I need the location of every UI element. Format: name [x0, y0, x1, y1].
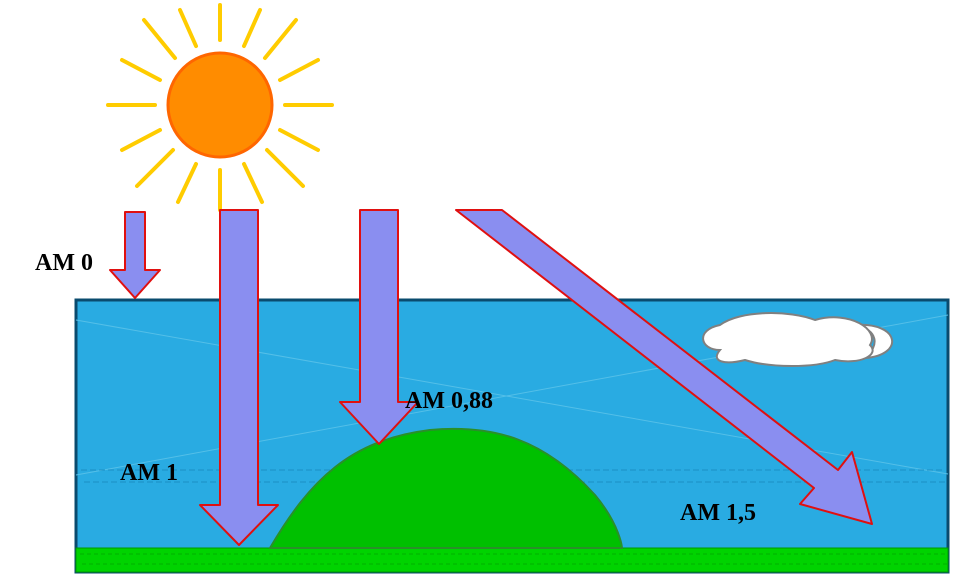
arrow-am0: [110, 212, 160, 298]
sun-ray: [244, 164, 262, 202]
label-am088: AM 0,88: [405, 388, 493, 415]
label-am15: AM 1,5: [680, 500, 756, 527]
sun-ray: [122, 130, 160, 150]
sun-icon: [168, 53, 272, 157]
sun-ray: [265, 20, 296, 58]
sun-ray: [144, 20, 175, 58]
sun-ray: [280, 130, 318, 150]
label-am0: AM 0: [35, 250, 93, 277]
diagram-stage: AM 0 AM 1 AM 0,88 AM 1,5: [0, 0, 957, 583]
cloud-icon: [703, 313, 873, 366]
sun-ray: [267, 150, 303, 186]
diagram-svg: [0, 0, 957, 583]
sun-ray: [122, 60, 160, 80]
sun-ray: [280, 60, 318, 80]
sun-ray: [244, 10, 260, 46]
ground: [76, 548, 948, 572]
label-am1: AM 1: [120, 460, 178, 487]
sun-ray: [180, 10, 196, 46]
sun-ray: [178, 164, 196, 202]
sun-ray: [137, 150, 173, 186]
